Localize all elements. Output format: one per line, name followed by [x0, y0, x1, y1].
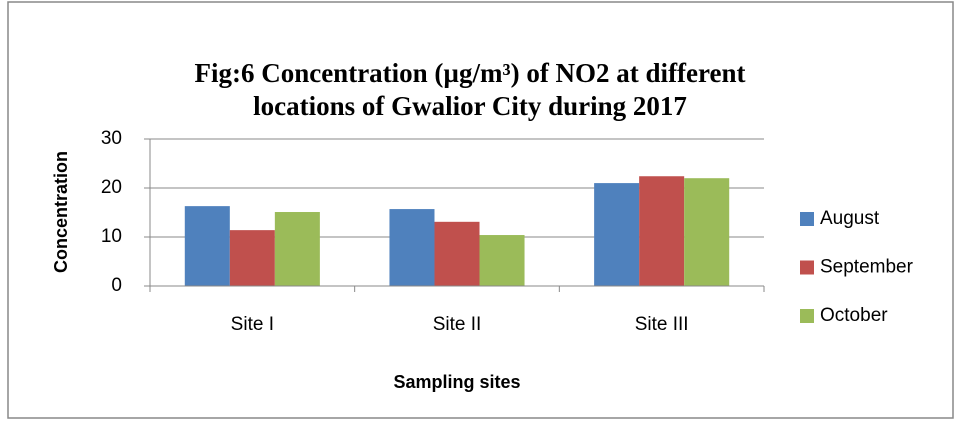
- legend-swatch: [800, 309, 814, 323]
- x-tick-label: Site II: [433, 314, 482, 335]
- legend-label: October: [820, 305, 888, 326]
- bar: [594, 183, 640, 286]
- bar: [229, 230, 275, 286]
- y-tick-label: 30: [101, 128, 122, 149]
- legend-label: August: [820, 208, 880, 229]
- bar: [274, 212, 320, 286]
- legend-label: September: [820, 257, 914, 278]
- bar: [479, 235, 525, 286]
- bar: [639, 176, 685, 286]
- y-tick-label: 0: [111, 275, 122, 296]
- chart-title: locations of Gwalior City during 2017: [253, 91, 687, 121]
- chart-frame: [7, 1, 954, 419]
- y-tick-label: 10: [101, 226, 122, 247]
- x-tick-label: Site III: [635, 314, 689, 335]
- bar: [389, 209, 435, 286]
- x-axis-title: Sampling sites: [393, 372, 520, 392]
- legend-swatch: [800, 260, 814, 275]
- bar: [184, 206, 230, 286]
- y-tick-label: 20: [101, 177, 122, 198]
- y-axis-title: Concentration: [51, 151, 71, 273]
- legend-swatch: [800, 212, 814, 226]
- x-tick-label: Site I: [231, 314, 274, 335]
- chart-title: Fig:6 Concentration (µg/m³) of NO2 at di…: [194, 58, 745, 88]
- bar: [434, 221, 480, 286]
- bar: [684, 178, 730, 286]
